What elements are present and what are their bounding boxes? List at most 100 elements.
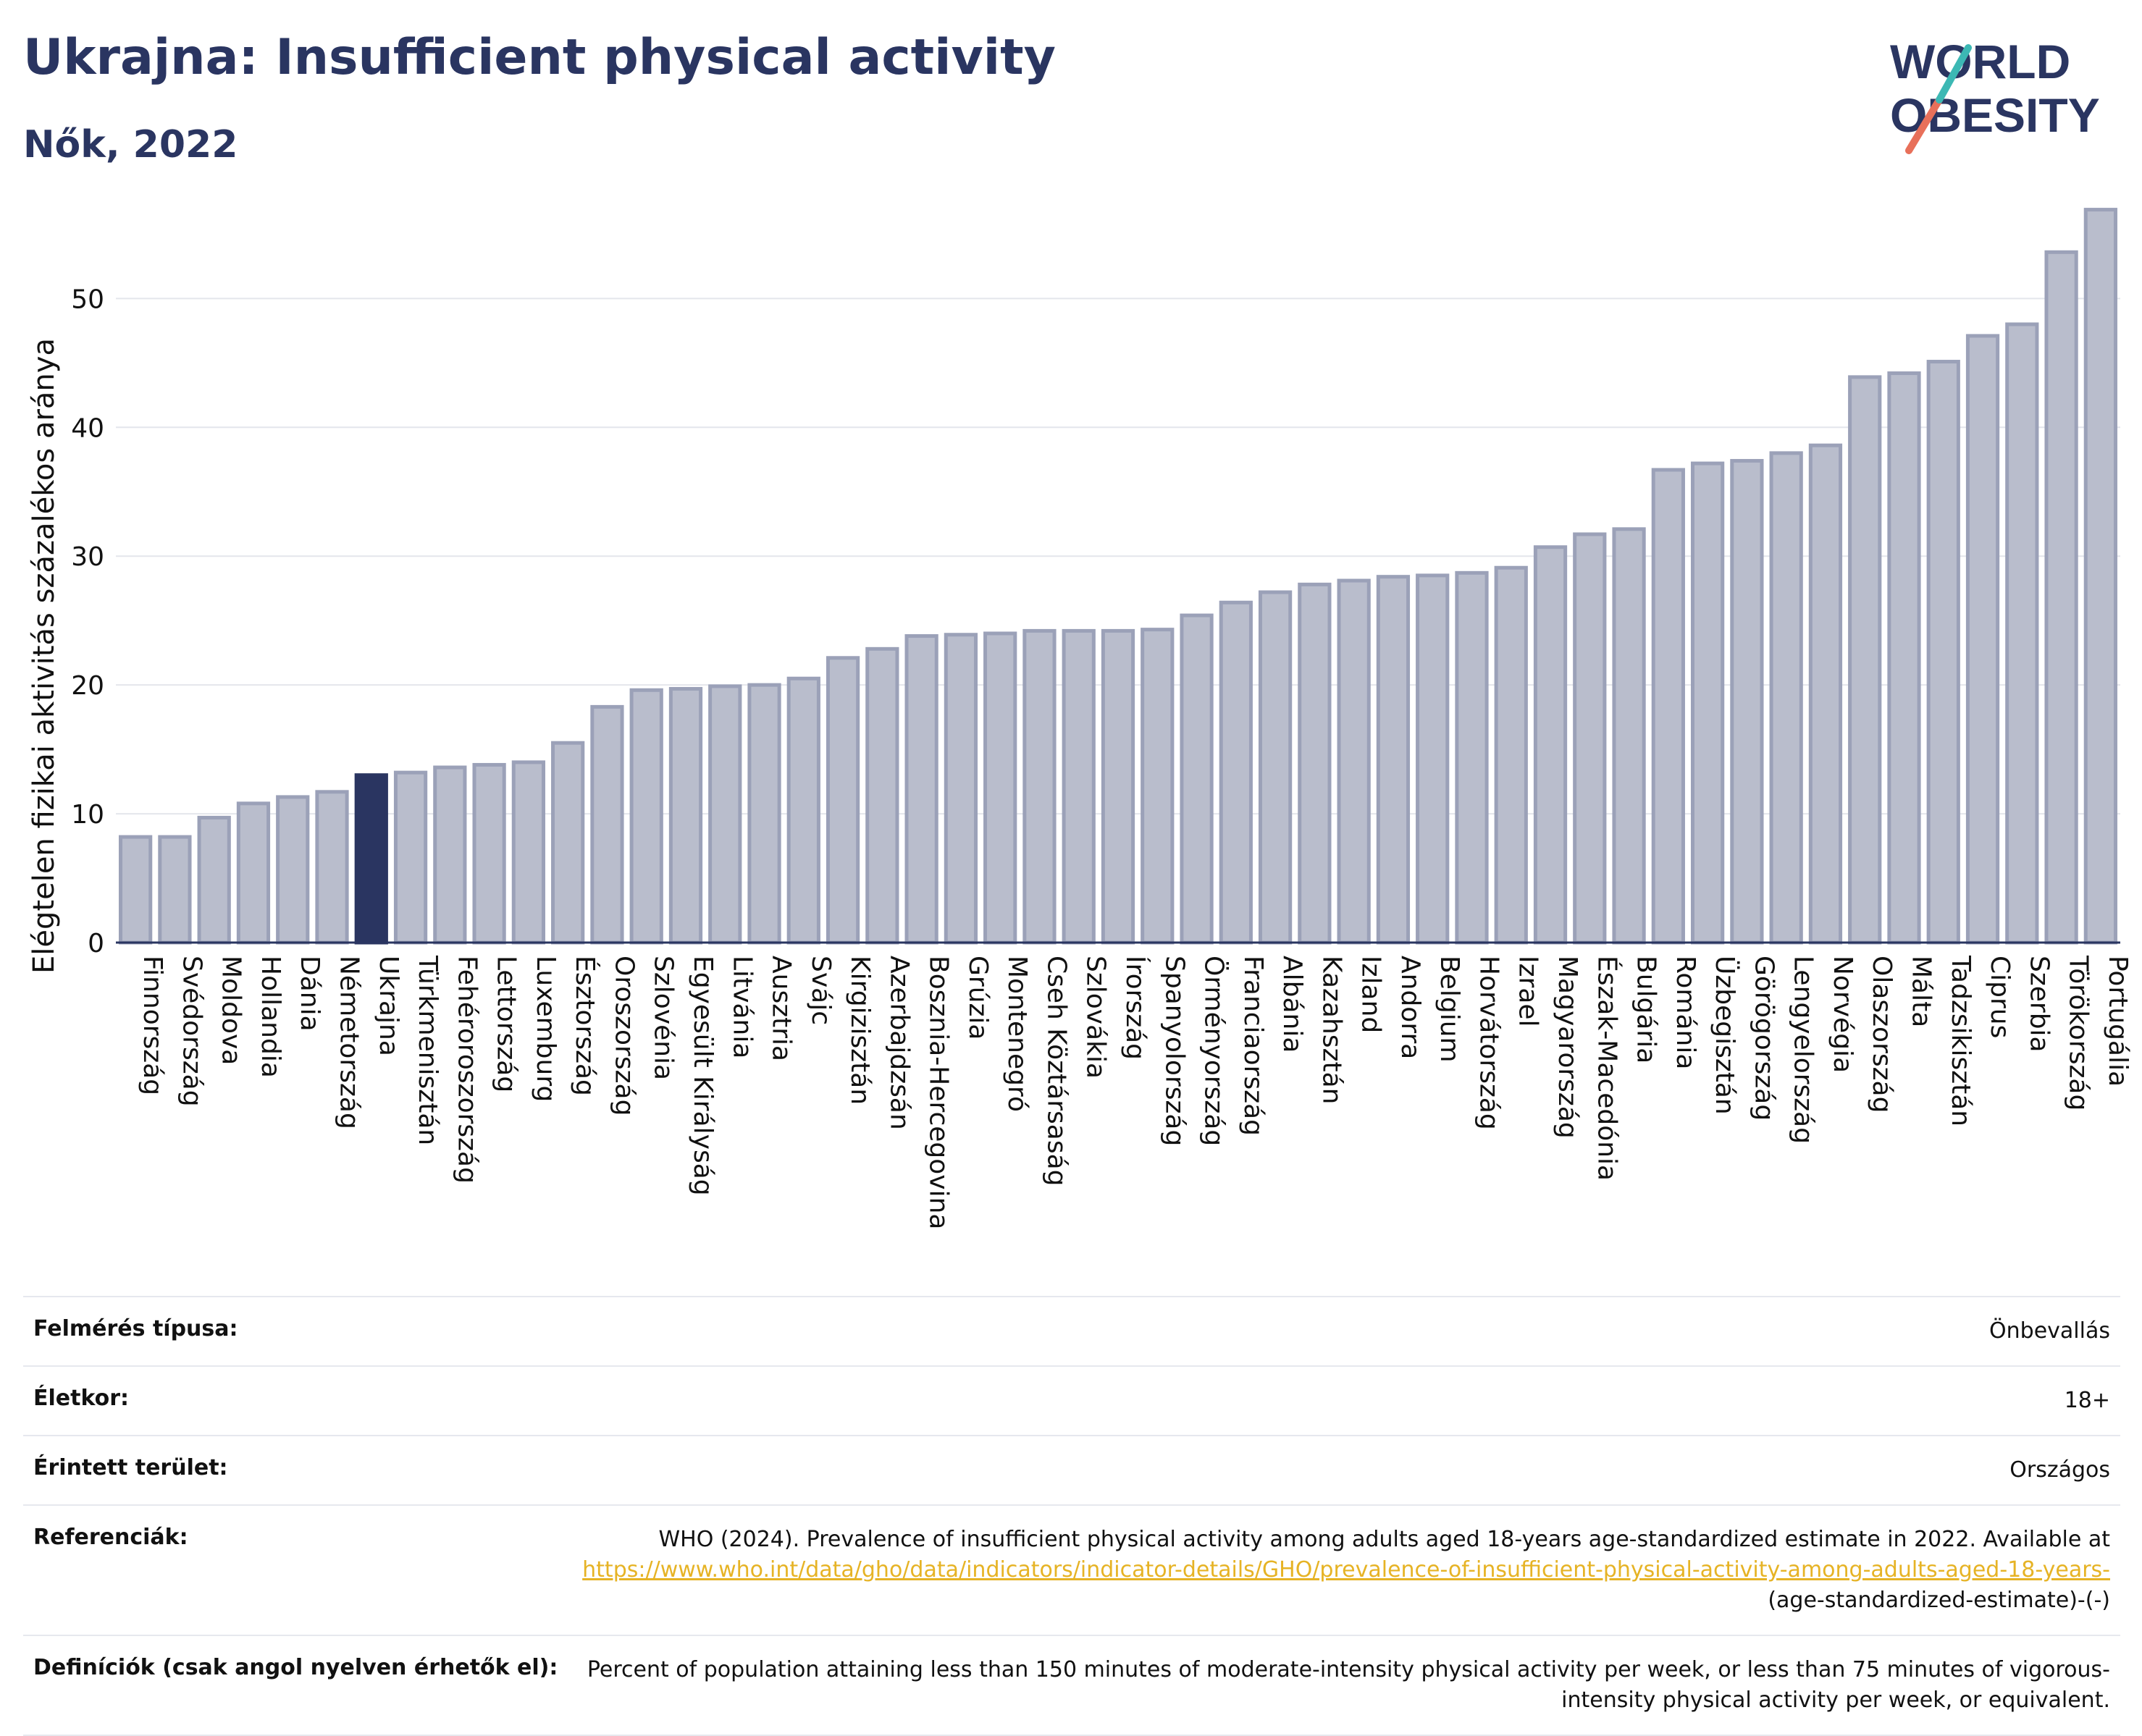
info-row-age: Életkor: 18+: [23, 1365, 2120, 1435]
x-tick-label: Románia: [1671, 956, 1700, 1069]
y-tick-label: 10: [71, 800, 104, 830]
references-link[interactable]: https://www.who.int/data/gho/data/indica…: [582, 1557, 2110, 1583]
x-tick-label: Írország: [1120, 956, 1151, 1060]
survey-label: Felmérés típusa:: [33, 1316, 238, 1341]
bar-32: [1376, 575, 1411, 945]
x-tick-label: Észtország: [570, 956, 600, 1096]
chart-bars: [119, 208, 2117, 945]
x-tick-label: Litvánia: [727, 956, 757, 1058]
bar-37: [1573, 532, 1607, 945]
bar-40: [1690, 461, 1725, 945]
bar-0: [119, 835, 153, 945]
definitions-value: Percent of population attaining less tha…: [587, 1657, 2110, 1713]
x-tick-label: Türkmenisztán: [413, 955, 442, 1145]
area-value: Országos: [2009, 1457, 2110, 1483]
x-tick-label: Örményország: [1199, 956, 1230, 1146]
bar-5: [315, 790, 349, 945]
bar-25: [1101, 628, 1135, 945]
age-value: 18+: [2064, 1388, 2110, 1413]
bar-21: [944, 633, 978, 945]
y-axis-label: Elégtelen fizikai aktivitás százalékos a…: [28, 338, 61, 974]
x-tick-label: Spanyolország: [1159, 956, 1189, 1146]
x-tick-label: Belgium: [1435, 956, 1464, 1063]
bar-8: [433, 765, 467, 945]
y-axis-ticks: 0 10 20 30 40 50: [71, 285, 104, 958]
bar-chart: 0 10 20 30 40 50 Finnország Svédország Moldova H…: [28, 208, 2133, 1229]
x-tick-label: Svédország: [177, 956, 206, 1107]
x-tick-label: Szerbia: [2024, 956, 2054, 1053]
x-tick-label: Franciaország: [1238, 956, 1268, 1136]
bar-27: [1180, 613, 1214, 945]
bar-19: [865, 646, 899, 945]
bar-44: [1848, 375, 1882, 945]
bar-20: [904, 634, 938, 945]
x-tick-label: Üzbegisztán: [1710, 956, 1740, 1115]
bar-3: [236, 801, 271, 945]
info-table: Felmérés típusa: Önbevallás Életkor: 18+…: [23, 1296, 2120, 1736]
x-tick-label: Oroszország: [609, 956, 639, 1116]
bar-43: [1808, 443, 1843, 945]
x-tick-label: Dánia: [295, 956, 324, 1032]
page-title: Ukrajna: Insufficient physical activity: [23, 29, 1056, 86]
x-tick-label: Grúzia: [963, 956, 993, 1040]
bar-18: [826, 656, 860, 945]
x-tick-label: Cseh Köztársaság: [1041, 956, 1071, 1187]
bar-38: [1612, 527, 1646, 945]
x-tick-label: Svájc: [806, 956, 836, 1025]
logo-line-1: WORLD: [1890, 35, 2070, 88]
bar-14: [668, 686, 703, 945]
logo-line-2: OBESITY: [1890, 88, 2100, 142]
x-tick-label: Izland: [1356, 956, 1386, 1033]
bar-9: [472, 762, 506, 945]
bar-16: [747, 683, 781, 945]
y-tick-label: 0: [88, 929, 104, 958]
bar-1: [158, 835, 192, 945]
info-row-references: Referenciák: WHO (2024). Prevalence of i…: [23, 1504, 2120, 1635]
info-row-survey: Felmérés típusa: Önbevallás: [23, 1296, 2120, 1365]
bar-46: [1926, 360, 1960, 945]
bar-49: [2044, 250, 2078, 945]
x-tick-label: Lengyelország: [1789, 956, 1818, 1144]
x-tick-label: Horvátország: [1474, 956, 1503, 1130]
bar-6: [354, 773, 388, 945]
x-tick-label: Ciprus: [1985, 956, 2015, 1038]
bar-11: [551, 741, 585, 945]
page-subtitle: Nők, 2022: [23, 123, 238, 167]
x-tick-label: Azerbajdzsán: [884, 956, 914, 1130]
y-tick-label: 50: [71, 285, 104, 314]
references-value: WHO (2024). Prevalence of insufficient p…: [560, 1525, 2110, 1616]
x-tick-label: Görögország: [1749, 956, 1778, 1121]
x-tick-label: Andorra: [1395, 956, 1425, 1059]
references-label: Referenciák:: [33, 1525, 188, 1550]
x-tick-label: Fehéroroszország: [452, 956, 482, 1184]
bar-30: [1298, 582, 1332, 945]
x-tick-label: Lettország: [492, 956, 521, 1092]
bar-4: [276, 795, 310, 945]
bar-23: [1022, 628, 1057, 945]
x-tick-label: Montenegró: [1002, 956, 1032, 1112]
x-tick-label: Kazahsztán: [1316, 956, 1346, 1104]
bar-28: [1219, 600, 1253, 945]
bar-10: [511, 760, 546, 945]
x-tick-label: Szlovénia: [649, 956, 679, 1080]
x-tick-label: Bulgária: [1631, 956, 1661, 1063]
x-tick-label: Norvégia: [1828, 956, 1857, 1073]
x-tick-label: Kirgizisztán: [845, 956, 875, 1105]
y-tick-label: 30: [71, 542, 104, 572]
x-tick-label: Tadzsikisztán: [1946, 955, 1975, 1126]
x-tick-label: Olaszország: [1867, 956, 1897, 1113]
y-tick-label: 40: [71, 413, 104, 443]
x-tick-label: Németország: [335, 956, 364, 1129]
bar-48: [2005, 322, 2039, 945]
bar-41: [1730, 459, 1764, 945]
x-tick-label: Moldova: [217, 956, 246, 1065]
references-suffix: (age-standardized-estimate)-(-): [1768, 1588, 2110, 1613]
bar-17: [786, 676, 820, 945]
x-tick-label: Málta: [1906, 956, 1936, 1027]
bar-33: [1416, 573, 1450, 945]
bar-50: [2083, 208, 2117, 945]
bar-26: [1141, 628, 1175, 945]
y-tick-label: 20: [71, 671, 104, 701]
area-label: Érintett terület:: [33, 1455, 228, 1480]
x-tick-label: Hollandia: [256, 956, 285, 1078]
